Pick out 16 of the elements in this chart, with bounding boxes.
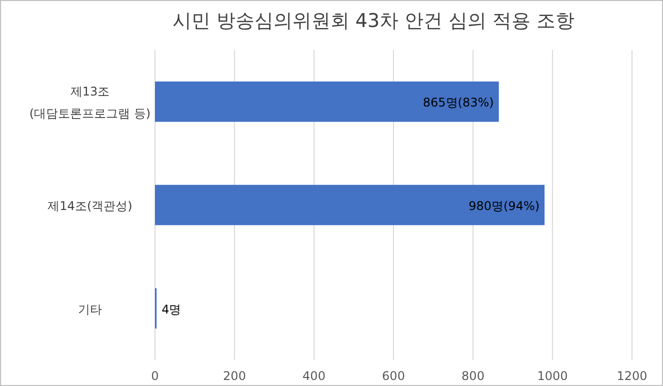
data-label: 4명 — [162, 302, 182, 316]
x-tick-label: 400 — [302, 369, 326, 383]
x-tick-label: 200 — [223, 369, 246, 383]
y-tick-label: 기타 — [78, 302, 102, 316]
y-tick-label: 제14조(객관성) — [48, 199, 132, 213]
bar — [155, 184, 545, 226]
x-tick-label: 1200 — [616, 369, 648, 383]
x-tick-label: 1000 — [537, 369, 568, 383]
x-tick-label: 800 — [462, 369, 484, 383]
data-label: 865명(83%) — [422, 96, 494, 110]
chart-title: 시민 방송심의위원회 43차 안건 심의 적용 조항 — [172, 10, 575, 32]
y-tick-label: 제13조 (대담토론프로그램 등) — [29, 84, 151, 121]
x-tick-label: 0 — [151, 369, 159, 383]
x-tick-label: 600 — [382, 369, 405, 383]
bar — [155, 82, 499, 122]
data-label: 980명(94%) — [468, 199, 540, 213]
